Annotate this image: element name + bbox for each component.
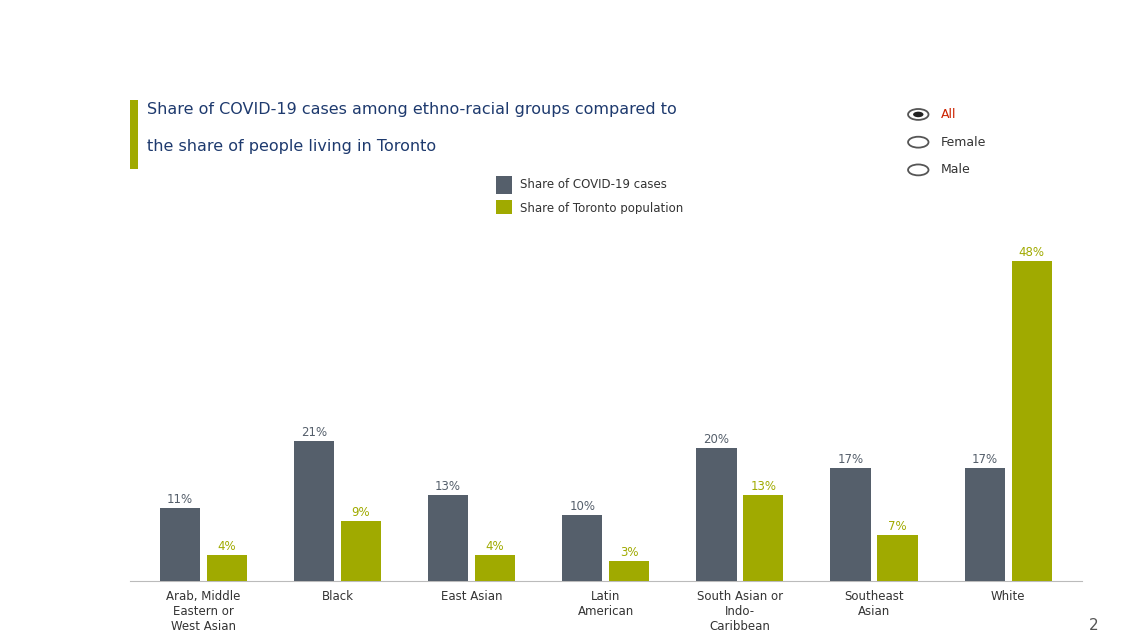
Bar [428,495,469,581]
Bar [496,200,512,218]
Text: 20%: 20% [703,433,729,446]
Bar [965,468,1005,581]
Text: 7%: 7% [888,520,907,533]
Text: 4%: 4% [486,540,505,553]
Text: the share of people living in Toronto: the share of people living in Toronto [148,139,436,154]
Text: Share of COVID-19 cases among ethno-racial groups compared to: Share of COVID-19 cases among ethno-raci… [148,102,677,117]
Text: 11%: 11% [167,493,193,506]
Circle shape [913,112,923,117]
Text: Female: Female [941,135,986,149]
Text: 9%: 9% [352,506,371,520]
Text: Share of COVID-19 cases: Share of COVID-19 cases [520,178,666,192]
Text: 17%: 17% [971,453,997,466]
Text: 13%: 13% [751,480,777,493]
Bar [340,521,381,581]
Bar [496,176,512,194]
Text: 13%: 13% [435,480,461,493]
Bar [562,514,603,581]
Text: Share of Toronto population: Share of Toronto population [520,203,683,215]
Bar [878,535,917,581]
Text: 3%: 3% [620,546,639,560]
Text: 21%: 21% [301,426,327,439]
Text: 10%: 10% [569,500,595,512]
Bar [474,555,515,581]
Bar [696,448,737,581]
Text: 2: 2 [1089,618,1099,633]
Bar [130,100,137,169]
Text: All: All [941,108,956,121]
Text: Reported COVID-19 Infection by Ethno-Racial Group: Reported COVID-19 Infection by Ethno-Rac… [175,33,944,59]
Bar [1012,261,1051,581]
Bar [160,508,199,581]
Bar [609,562,649,581]
Bar [743,495,783,581]
Text: ⌂ TORONTO: ⌂ TORONTO [14,19,101,31]
Bar [831,468,871,581]
Text: Public Health: Public Health [14,58,91,70]
Bar [294,441,334,581]
Text: 48%: 48% [1019,246,1045,259]
Text: 17%: 17% [837,453,863,466]
Text: Male: Male [941,164,970,176]
Bar [206,555,247,581]
Text: 4%: 4% [218,540,237,553]
